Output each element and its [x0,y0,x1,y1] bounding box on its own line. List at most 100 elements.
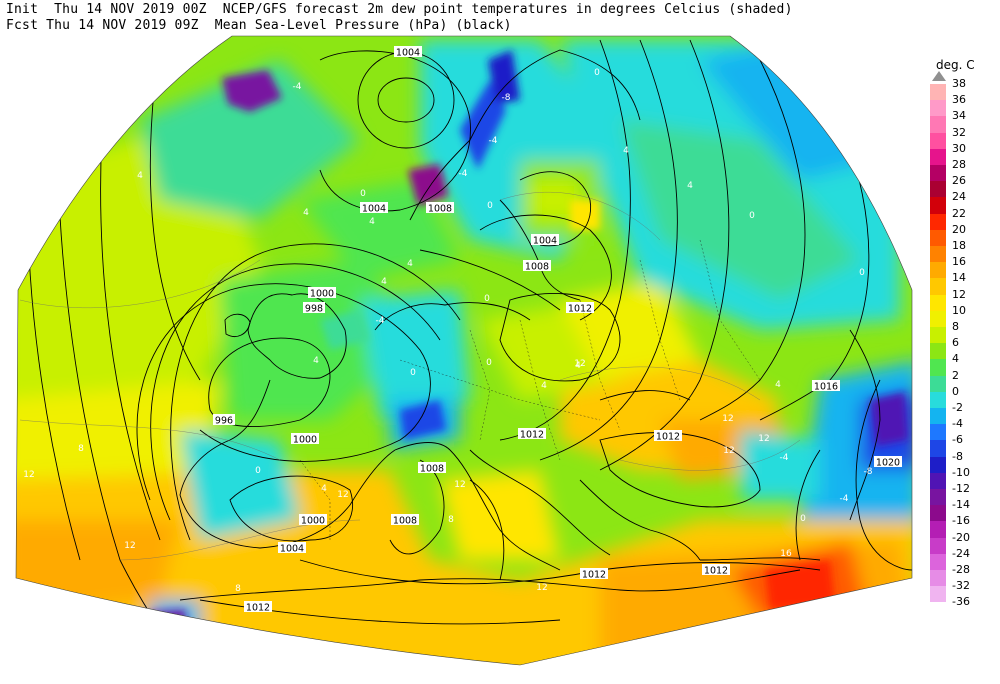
legend-label: -10 [952,465,970,479]
isobar-label-bg [308,287,336,298]
isobar-label: 1000 [293,435,317,446]
legend-label: 38 [952,77,966,90]
legend-swatch [930,456,946,473]
isobar-label: 1012 [520,430,544,441]
isobar-label-bg [299,514,327,525]
dewpoint-label: 4 [303,208,309,218]
isobar-label: 1008 [525,262,549,273]
dewpoint-label: 12 [337,490,348,500]
legend-label: -32 [952,579,970,593]
dewpoint-label: -8 [864,467,873,477]
legend-label: -4 [952,417,963,431]
isobar-label-bg [523,260,551,271]
legend-swatch [930,586,946,603]
isobar-label: 1012 [704,566,728,577]
isobar-label: 1000 [310,289,334,300]
legend-label: 12 [952,287,966,301]
dewpoint-label: -4 [293,82,302,92]
isobar-label: 1012 [582,570,606,581]
legend-label: 32 [952,125,966,139]
isobar-label: 1020 [876,458,900,469]
legend-label: -24 [952,546,970,560]
legend-swatch [930,246,946,263]
isobar-label-bg [394,46,422,57]
isobar-label-bg [566,302,594,313]
legend-swatch [930,440,946,457]
legend-swatch [930,278,946,295]
legend-swatch [930,327,946,344]
legend-swatch [930,116,946,133]
dewpoint-label: 12 [574,359,585,369]
dewpoint-label: 0 [487,201,493,211]
dewpoint-label: -4 [459,169,468,179]
legend-swatch [930,553,946,570]
legend-swatch [930,213,946,230]
dewpoint-label: 4 [407,259,413,269]
dewpoint-label: 4 [321,484,327,494]
legend-label: 0 [952,384,959,398]
dewpoint-label: 12 [758,434,769,444]
dewpoint-label: 0 [859,268,865,278]
dewpoint-label: 0 [486,358,492,368]
legend-swatch [930,262,946,279]
dewpoint-label: -4 [376,316,385,326]
dewpoint-label: -4 [489,136,498,146]
legend-label: 14 [952,271,966,285]
dewpoint-label: 0 [594,68,600,78]
isobar-label-bg [702,564,730,575]
legend-label: -36 [952,595,970,609]
dewpoint-label: -4 [840,494,849,504]
dewpoint-label: -4 [780,453,789,463]
dewpoint-label: 0 [410,368,416,378]
isobar-labels: 1004 1004 1008 1004 1008 1012 1000 998 996 1000 10… [213,46,902,614]
dewpoint-label: 12 [454,480,465,490]
legend-label: 22 [952,206,966,220]
dewpoint-label: 4 [775,380,781,390]
isobar-label: 1004 [396,48,420,59]
legend-swatch [930,310,946,327]
isobar-label-bg [213,414,235,425]
legend-swatch [930,375,946,392]
dewpoint-label: 12 [536,583,547,593]
legend-swatch [930,84,946,101]
dewpoint-label: -8 [502,93,511,103]
dewpoint-label: 4 [369,217,375,227]
isobar-label-bg [580,568,608,579]
legend-swatch [930,197,946,214]
legend-label: 28 [952,158,966,171]
dewpoint-label: 12 [23,470,34,480]
isobar-label: 998 [305,304,323,315]
dewpoint-label: 4 [541,381,547,391]
isobar-label: 1008 [428,204,452,215]
legend-swatch [930,391,946,408]
isobar-label: 1004 [280,544,304,555]
isobar-label: 1004 [533,236,557,247]
isobar-label: 1000 [301,516,325,527]
legend-swatch [930,165,946,182]
isobars [27,39,912,665]
legend-label: -6 [952,433,963,447]
isobar-label-bg [418,462,446,473]
legend-swatch [930,424,946,441]
legend-swatch [930,408,946,425]
legend-label: -2 [952,401,963,414]
isobar-label: 996 [215,416,233,427]
isobar-label: 1012 [656,432,680,443]
isobar-label-bg [303,302,325,313]
legend-swatch [930,148,946,165]
legend-swatch [930,359,946,376]
legend-label: 10 [952,303,966,317]
isobar-label: 1016 [814,382,838,393]
header-forecast-line: Fcst Thu 14 NOV 2019 09Z Mean Sea-Level … [6,18,512,33]
isobar-label-bg [244,601,272,612]
isobar-label: 1004 [362,204,386,215]
dewpoint-label: 8 [78,444,84,454]
legend-swatch [930,294,946,311]
legend-swatch [930,472,946,489]
isobar-label-bg [426,202,454,213]
isobar-label-bg [278,542,306,553]
legend-label: -12 [952,482,970,495]
legend-label: 34 [952,109,966,123]
